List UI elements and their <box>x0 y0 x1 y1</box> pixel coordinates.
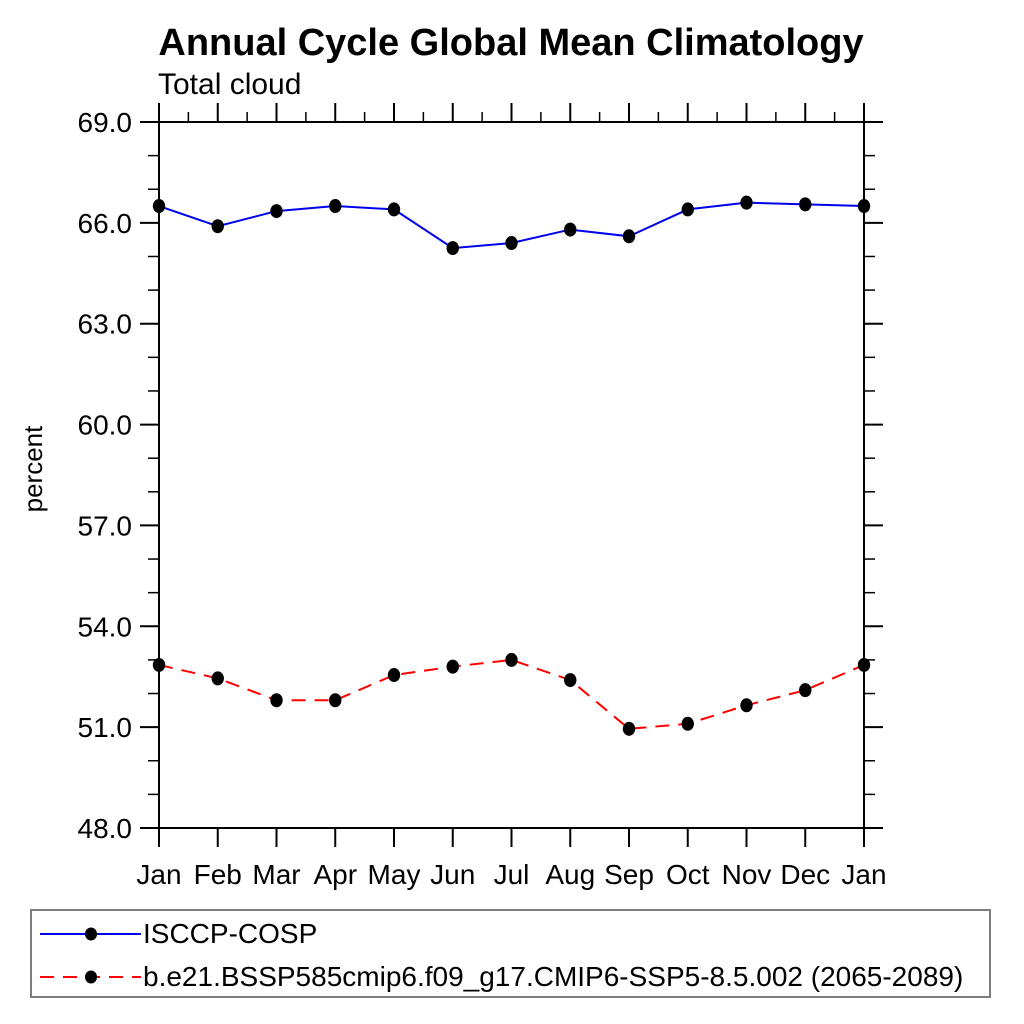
y-tick-label: 69.0 <box>78 107 133 138</box>
y-tick-label: 51.0 <box>78 712 133 743</box>
data-point-1 <box>211 671 224 686</box>
legend-item-observation: ISCCP-COSP <box>38 919 317 949</box>
data-point-0 <box>387 202 401 217</box>
chart-subtitle: Total cloud <box>158 68 301 101</box>
y-tick-label: 54.0 <box>78 611 133 642</box>
x-tick-label: Jul <box>494 859 530 890</box>
chart-legend: ISCCP-COSP b.e21.BSSP585cmip6.f09_g17.CM… <box>30 909 991 998</box>
data-point-0 <box>270 204 283 219</box>
legend-item-model: b.e21.BSSP585cmip6.f09_g17.CMIP6-SSP5-8.… <box>38 962 963 992</box>
data-point-0 <box>740 195 753 210</box>
legend-marker-dot-icon <box>85 970 97 984</box>
x-tick-label: Aug <box>545 859 595 890</box>
x-tick-label: Nov <box>722 859 772 890</box>
data-point-0 <box>152 199 166 214</box>
y-tick-label: 66.0 <box>78 208 133 239</box>
data-point-1 <box>505 652 518 667</box>
data-point-1 <box>622 721 636 736</box>
series-line-1 <box>158 658 865 730</box>
plot-border <box>158 121 865 829</box>
data-point-1 <box>857 657 871 672</box>
x-tick-label: Jan <box>841 859 886 890</box>
legend-line-sample-dashed <box>40 970 141 984</box>
data-point-0 <box>211 219 224 234</box>
y-tick-label: 57.0 <box>78 510 133 541</box>
data-point-0 <box>799 197 812 212</box>
chart-title: Annual Cycle Global Mean Climatology <box>158 22 863 64</box>
data-point-0 <box>622 229 636 244</box>
data-point-1 <box>387 668 401 683</box>
data-point-1 <box>446 659 459 674</box>
data-point-1 <box>329 693 342 708</box>
y-tick-label: 63.0 <box>78 309 133 340</box>
x-tick-label: Jan <box>136 859 181 890</box>
data-point-1 <box>740 698 753 713</box>
data-point-1 <box>152 657 166 672</box>
y-tick-label: 60.0 <box>78 410 133 441</box>
legend-label-model: b.e21.BSSP585cmip6.f09_g17.CMIP6-SSP5-8.… <box>143 961 964 992</box>
data-point-1 <box>799 683 812 698</box>
x-tick-label: Dec <box>780 859 830 890</box>
x-tick-label: May <box>368 859 421 890</box>
legend-label-observation: ISCCP-COSP <box>143 918 318 949</box>
data-point-0 <box>857 199 871 214</box>
x-tick-label: Apr <box>313 859 357 890</box>
y-axis-label: percent <box>18 425 48 512</box>
data-point-1 <box>681 716 694 731</box>
data-point-0 <box>329 199 342 214</box>
x-tick-label: Sep <box>604 859 654 890</box>
data-point-0 <box>505 236 518 251</box>
data-point-0 <box>681 202 694 217</box>
x-tick-label: Mar <box>252 859 300 890</box>
chart-canvas: Annual Cycle Global Mean Climatology Tot… <box>18 22 887 890</box>
data-point-0 <box>564 222 577 237</box>
x-tick-label: Jun <box>430 859 475 890</box>
x-tick-label: Oct <box>666 859 710 890</box>
legend-line-sample-solid <box>40 927 141 941</box>
plot-area: 48.0 51.0 54.0 57.0 60.0 63.0 66.0 69.0 Jan Feb Ma… <box>78 103 887 890</box>
data-point-1 <box>564 673 577 688</box>
x-tick-label: Feb <box>194 859 242 890</box>
y-tick-label: 48.0 <box>78 813 133 844</box>
data-point-0 <box>446 241 459 256</box>
legend-marker-dot-icon <box>85 927 97 941</box>
data-point-1 <box>270 693 283 708</box>
